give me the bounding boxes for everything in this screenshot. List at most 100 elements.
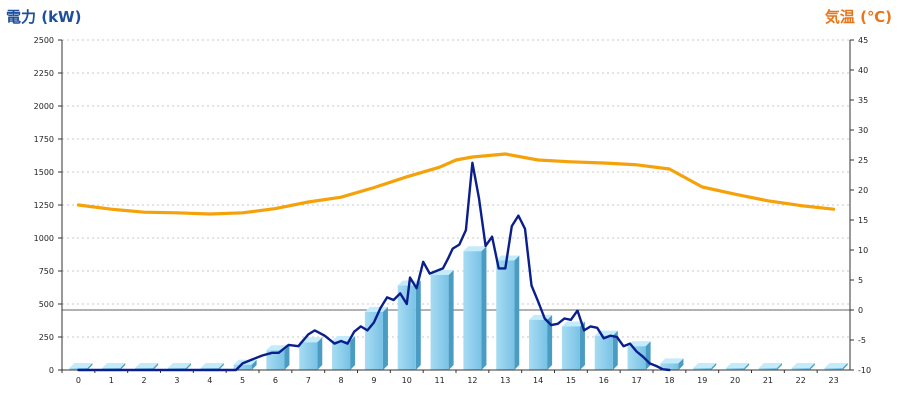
temperature-line (76, 152, 836, 216)
x-tick-label: 20 (730, 376, 740, 385)
left-tick-label: 2250 (34, 69, 54, 78)
x-tick-label: 1 (109, 376, 114, 385)
bar-face (332, 340, 351, 370)
left-tick-label: 1000 (34, 234, 54, 243)
bar-face (693, 368, 712, 370)
bar (693, 363, 717, 370)
bar-face (529, 319, 548, 370)
right-tick-label: 35 (858, 96, 868, 105)
left-tick-label: 1750 (34, 135, 54, 144)
bar (758, 363, 782, 370)
bar-side (744, 363, 750, 370)
bar (332, 335, 356, 370)
bar-face (561, 326, 580, 370)
right-tick-label: 30 (858, 126, 868, 135)
right-tick-label: 20 (858, 186, 868, 195)
x-tick-label: 5 (240, 376, 245, 385)
bar-side (612, 330, 618, 370)
x-tick-label: 18 (664, 376, 674, 385)
bar-top (69, 363, 93, 368)
x-tick-label: 9 (371, 376, 376, 385)
bar (824, 363, 848, 370)
bar-side (514, 255, 520, 370)
x-tick-label: 6 (273, 376, 278, 385)
right-tick-label: 25 (858, 156, 868, 165)
x-tick-label: 21 (763, 376, 773, 385)
left-tick-label: 750 (39, 267, 54, 276)
bar-side (579, 321, 585, 370)
x-tick-label: 13 (500, 376, 510, 385)
bar-top (791, 363, 815, 368)
x-tick-label: 0 (76, 376, 81, 385)
x-tick-label: 3 (174, 376, 179, 385)
bar-top (463, 246, 487, 252)
left-tick-label: 2000 (34, 102, 54, 111)
bar-top (693, 363, 717, 368)
bar-top (824, 363, 848, 368)
x-tick-label: 14 (533, 376, 543, 385)
bar-side (842, 363, 848, 370)
bar-top (561, 321, 585, 327)
bar (299, 337, 323, 370)
x-tick-label: 7 (306, 376, 311, 385)
x-tick-label: 15 (566, 376, 576, 385)
bar-face (791, 368, 810, 370)
bar (463, 246, 487, 370)
bar-side (645, 341, 651, 370)
bar (266, 345, 290, 370)
bar (561, 321, 585, 370)
x-tick-label: 12 (467, 376, 477, 385)
bar-top (627, 341, 651, 347)
bar-face (660, 363, 679, 370)
x-tick-label: 16 (599, 376, 609, 385)
bar-side (87, 363, 93, 370)
right-tick-label: 0 (858, 306, 863, 315)
x-tick-label: 17 (631, 376, 641, 385)
x-tick-label: 8 (339, 376, 344, 385)
bar-side (415, 280, 421, 370)
power-line (77, 161, 671, 372)
right-tick-label: 45 (858, 36, 868, 45)
bar (726, 363, 750, 370)
bar-side (317, 337, 323, 370)
bar-side (448, 269, 454, 370)
right-tick-label: 40 (858, 66, 868, 75)
bar-side (678, 358, 684, 370)
bar-face (233, 364, 252, 370)
bar-top (758, 363, 782, 368)
left-axis-title: 電力 (kW) (6, 8, 82, 26)
left-tick-label: 1500 (34, 168, 54, 177)
bar-side (185, 363, 191, 370)
x-tick-label: 4 (207, 376, 212, 385)
bar (660, 358, 684, 370)
bar-side (809, 363, 815, 370)
bar-top (660, 358, 684, 364)
bar-side (711, 363, 717, 370)
right-tick-label: -5 (858, 336, 866, 345)
bar-top (726, 363, 750, 368)
x-tick-label: 11 (434, 376, 444, 385)
x-tick-label: 10 (402, 376, 412, 385)
bar-side (153, 363, 159, 370)
bar-face (299, 342, 318, 370)
right-tick-label: 15 (858, 216, 868, 225)
bar-side (120, 363, 126, 370)
bar-top (102, 363, 126, 368)
x-tick-label: 2 (142, 376, 147, 385)
bar (430, 269, 454, 370)
bar-top (364, 306, 388, 312)
bar-face (430, 274, 449, 370)
right-axis-title: 気温 (℃) (824, 8, 892, 26)
left-tick-label: 250 (39, 333, 54, 342)
x-tick-label: 19 (697, 376, 707, 385)
bar-face (627, 346, 646, 370)
right-tick-label: 10 (858, 246, 868, 255)
bar-top (200, 363, 224, 368)
bar (496, 255, 520, 370)
bar-face (758, 368, 777, 370)
bar-side (776, 363, 782, 370)
left-tick-label: 1250 (34, 201, 54, 210)
right-tick-label: -10 (858, 366, 871, 375)
right-tick-label: 5 (858, 276, 863, 285)
